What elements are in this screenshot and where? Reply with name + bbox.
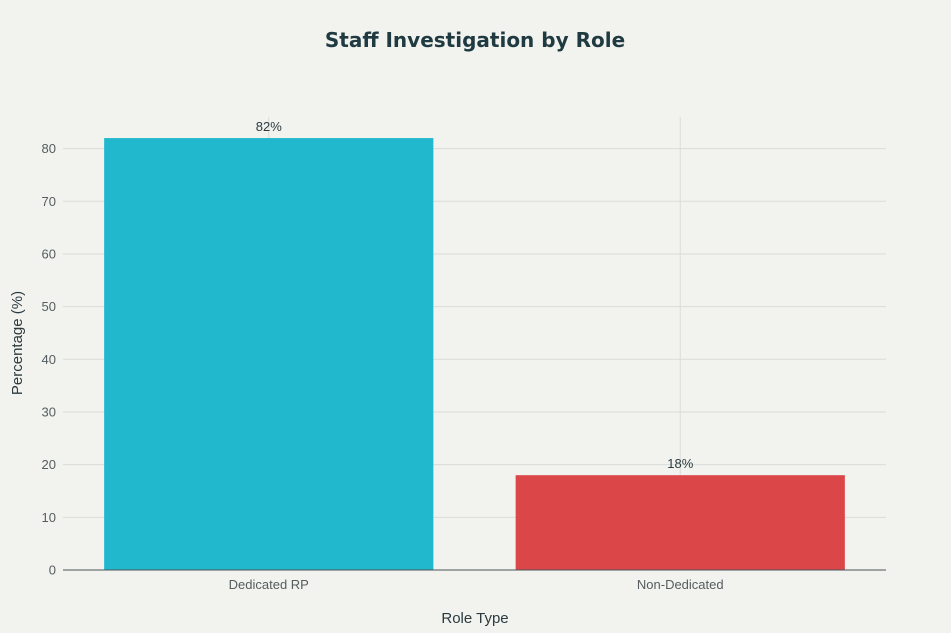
y-tick-label: 10 <box>42 510 56 525</box>
y-tick-label: 80 <box>42 141 56 156</box>
data-labels: 82% 18% <box>256 119 694 471</box>
y-tick-label: 20 <box>42 457 56 472</box>
x-tick-label: Dedicated RP <box>229 577 309 592</box>
y-tick-label: 50 <box>42 299 56 314</box>
y-tick-label: 40 <box>42 352 56 367</box>
x-axis-title: Role Type <box>441 610 508 627</box>
y-tick-label: 60 <box>42 246 56 261</box>
bar-data-label: 82% <box>256 119 282 134</box>
y-tick-label: 70 <box>42 194 56 209</box>
bars <box>104 138 845 570</box>
y-axis-title: Percentage (%) <box>9 291 26 395</box>
chart-title: Staff Investigation by Role <box>325 28 625 52</box>
y-axis-ticks: 0 10 20 30 40 50 60 70 80 <box>42 141 56 577</box>
y-tick-label: 30 <box>42 404 56 419</box>
x-tick-label: Non-Dedicated <box>637 577 724 592</box>
bar-data-label: 18% <box>667 456 693 471</box>
x-axis-ticks: Dedicated RP Non-Dedicated <box>229 577 724 592</box>
bar <box>104 138 434 570</box>
bar <box>515 475 845 570</box>
y-tick-label: 0 <box>49 563 56 578</box>
